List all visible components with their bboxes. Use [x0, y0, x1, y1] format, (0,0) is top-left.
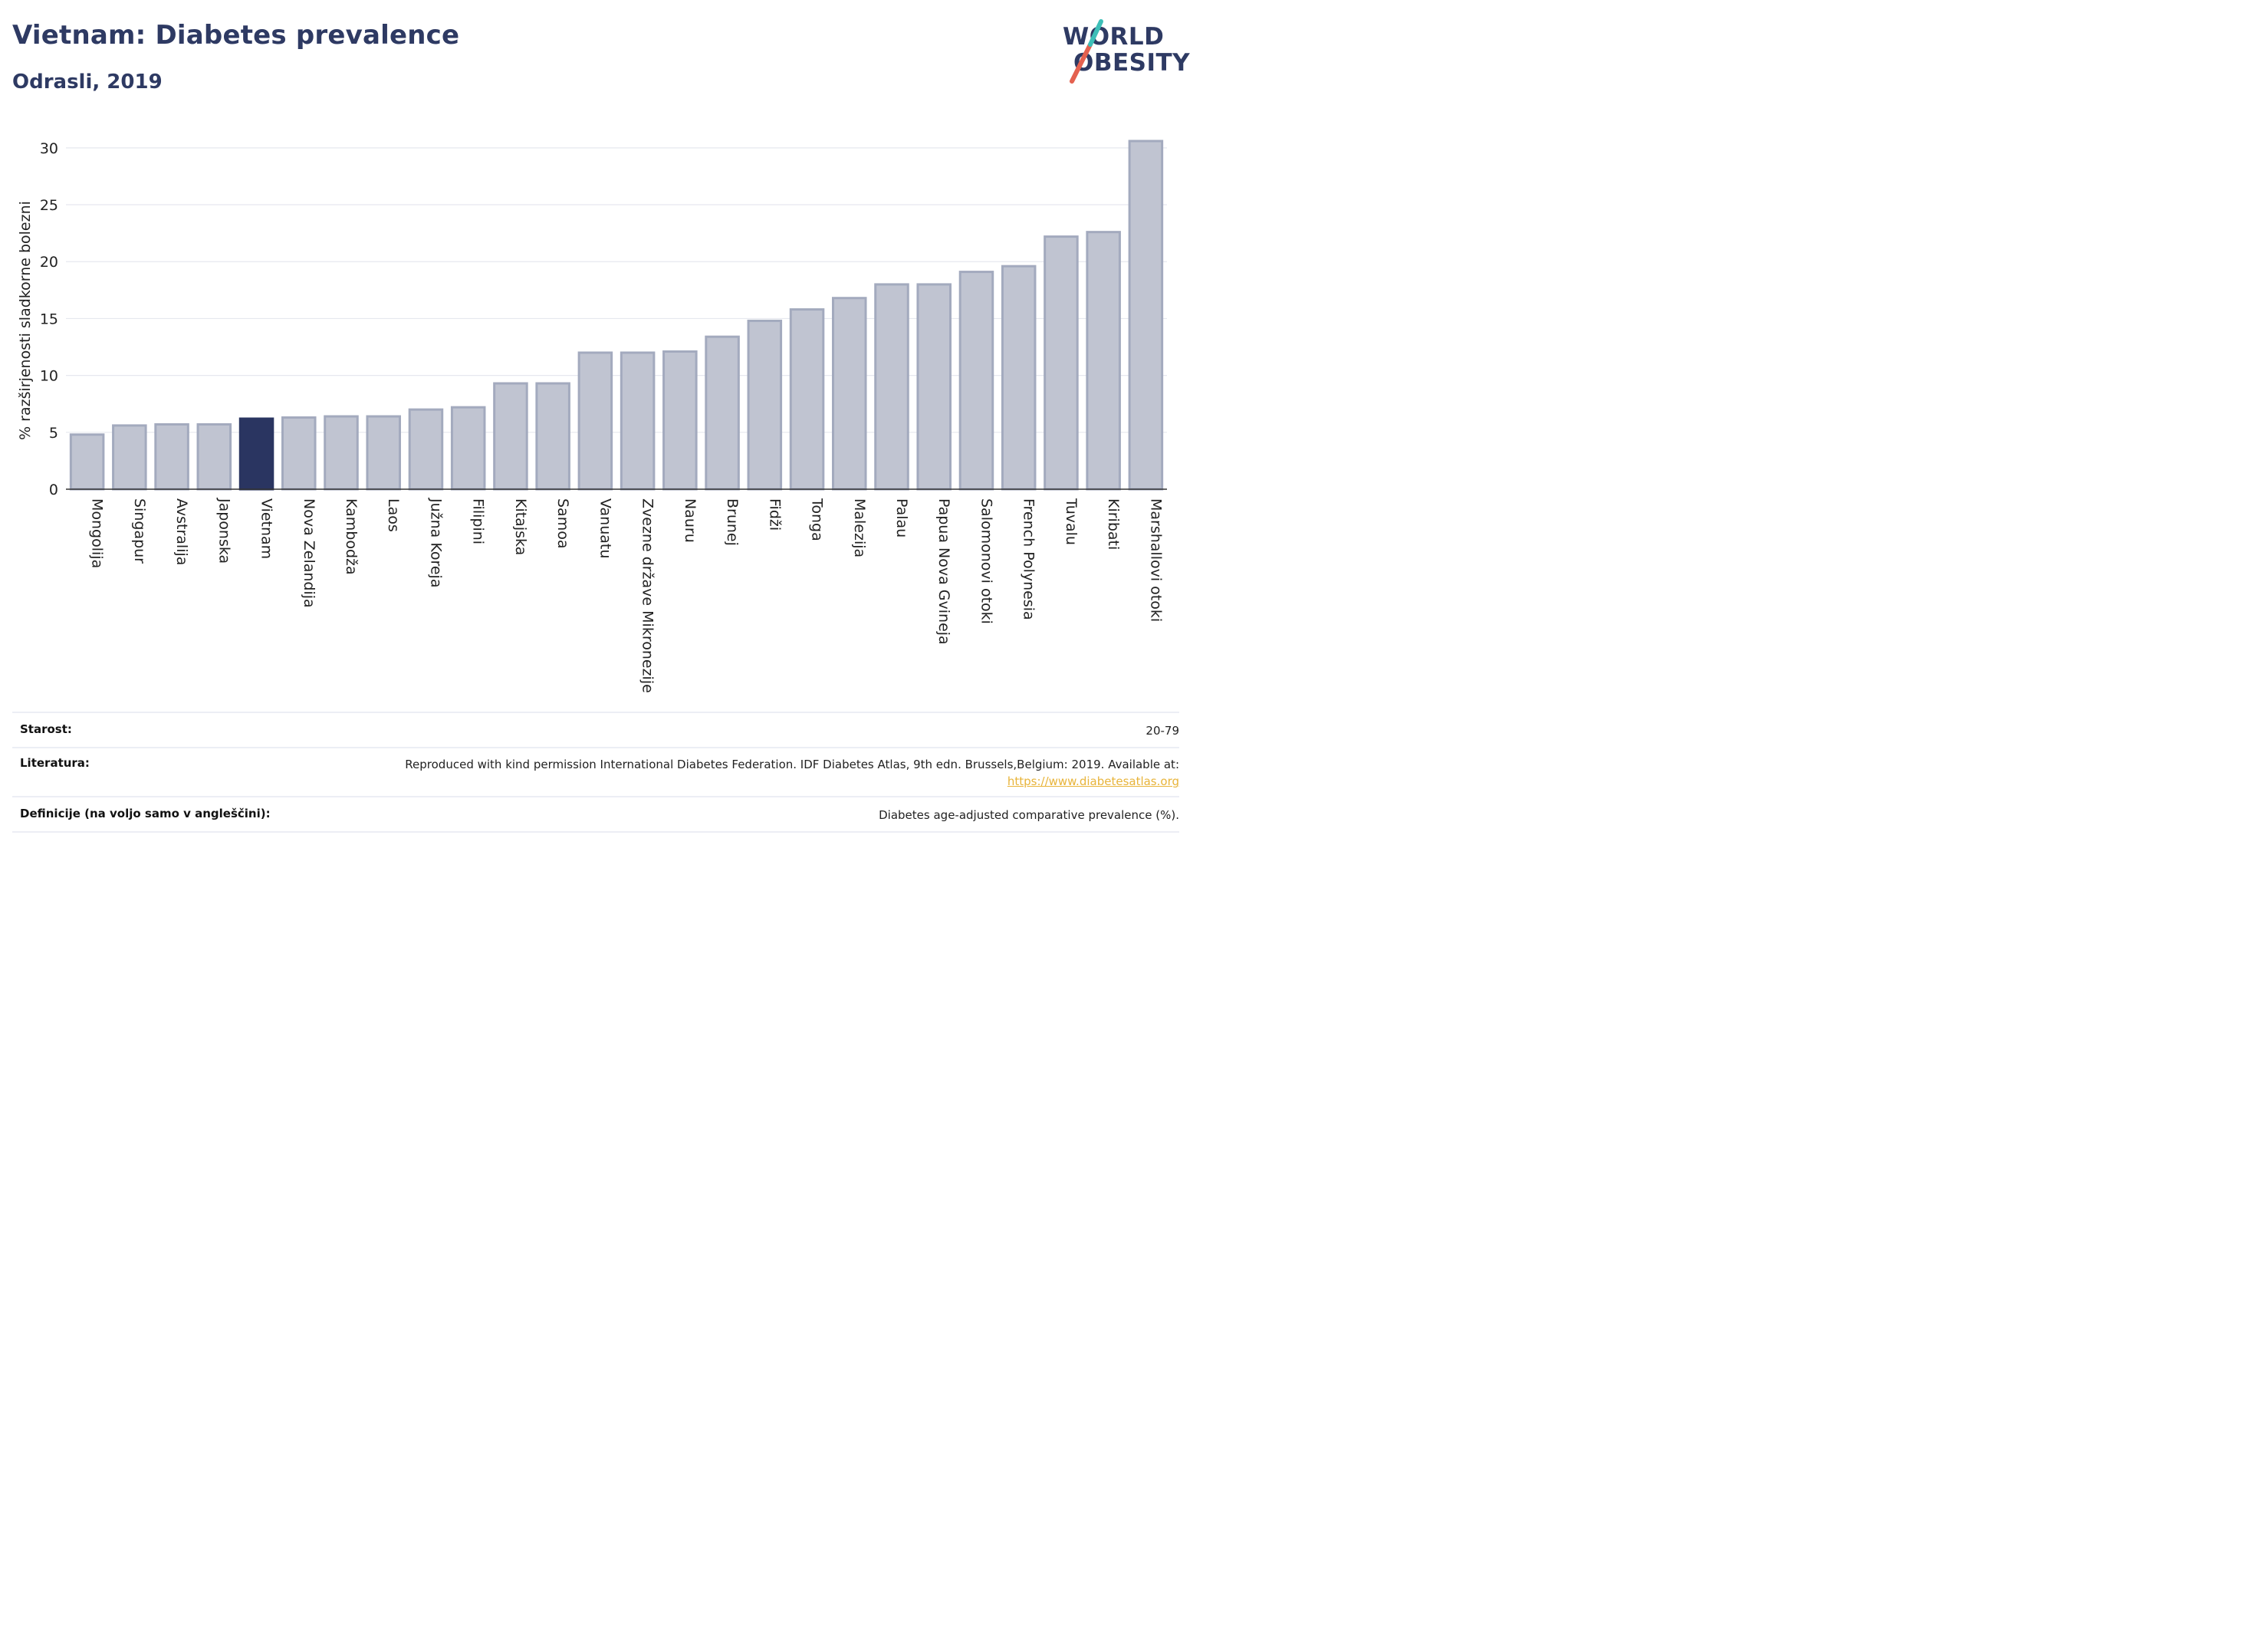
table-row-literature: Literatura: Reproduced with kind permiss…: [12, 756, 1179, 796]
x-tick-label: Brunej: [724, 498, 741, 546]
bar[interactable]: [281, 416, 317, 491]
x-tick-label: Nauru: [682, 498, 698, 543]
x-tick-label: Kiribati: [1105, 498, 1122, 550]
definitions-value: Diabetes age-adjusted comparative preval…: [879, 808, 1179, 822]
divider: [12, 796, 1179, 797]
bar[interactable]: [238, 417, 274, 491]
world-obesity-logo[interactable]: WORLD OBESITY: [1058, 14, 1190, 84]
x-tick-label: Vanuatu: [597, 498, 613, 558]
divider: [12, 831, 1179, 833]
x-tick-label: Mongolija: [89, 498, 106, 568]
y-tick-label: 25: [40, 197, 58, 214]
bar[interactable]: [408, 408, 444, 491]
x-tick-label: Nova Zelandija: [301, 498, 317, 608]
age-key: Starost:: [20, 722, 72, 736]
x-tick-label: Fidži: [766, 498, 783, 531]
x-tick-label: Vietnam: [258, 498, 275, 559]
table-row-age: Starost: 20-79: [12, 722, 1179, 742]
logo-word-obesity: OBESITY: [1073, 49, 1191, 77]
x-tick-label: Samoa: [554, 498, 571, 548]
chart-subtitle: Odrasli, 2019: [12, 71, 163, 94]
x-tick-label: Salomonovi otoki: [978, 498, 994, 624]
x-axis-ticks: Mongolija Singapur Avstralija Japonska Vietn…: [89, 498, 1165, 693]
bar[interactable]: [662, 350, 698, 491]
x-tick-label: Avstralija: [173, 498, 190, 565]
x-tick-label: Papua Nova Gvineja: [935, 498, 952, 645]
age-value: 20-79: [1146, 724, 1179, 738]
table-row-definitions: Definicije (na voljo samo v angleščini):…: [12, 807, 1179, 827]
bar[interactable]: [366, 415, 401, 491]
x-tick-label: Kitajska: [512, 498, 529, 555]
literature-key: Literatura:: [20, 756, 90, 770]
bar[interactable]: [874, 283, 909, 491]
x-tick-label: Zvezne države Mikronezije: [639, 498, 656, 693]
bar[interactable]: [832, 297, 867, 491]
x-tick-label: Japonska: [215, 498, 232, 564]
bar[interactable]: [1001, 265, 1037, 491]
logo-slash-icon: [1070, 19, 1103, 84]
bar[interactable]: [789, 308, 825, 491]
y-axis-ticks: 0 5 10 15 20 25 30: [40, 140, 58, 498]
y-tick-label: 30: [40, 140, 58, 157]
y-axis-label: % razširjenosti sladkorne bolezni: [17, 201, 34, 440]
bar[interactable]: [493, 382, 528, 491]
x-tick-label: Malezija: [851, 498, 868, 557]
bar[interactable]: [747, 319, 783, 491]
bar[interactable]: [1128, 140, 1164, 491]
chart-title: Vietnam: Diabetes prevalence: [12, 20, 460, 51]
bars: [69, 140, 1164, 491]
y-tick-label: 20: [40, 254, 58, 271]
x-tick-label: Laos: [385, 498, 402, 532]
bar[interactable]: [450, 406, 486, 491]
bar[interactable]: [620, 351, 656, 491]
literature-text: Reproduced with kind permission Internat…: [405, 758, 1179, 771]
definitions-key: Definicije (na voljo samo v angleščini):: [20, 807, 271, 820]
x-tick-label: Tuvalu: [1063, 498, 1080, 545]
x-tick-label: Južna Koreja: [427, 498, 444, 588]
bar[interactable]: [69, 433, 105, 491]
bar[interactable]: [577, 351, 613, 491]
diabetesatlas-link[interactable]: https://www.diabetesatlas.org: [1007, 774, 1179, 788]
x-tick-label: Palau: [893, 498, 910, 538]
x-tick-label: Kambodža: [343, 498, 360, 575]
bar[interactable]: [154, 422, 189, 491]
x-tick-label: Marshallovi otoki: [1147, 498, 1164, 622]
y-tick-label: 0: [49, 482, 58, 498]
y-tick-label: 5: [49, 425, 58, 442]
bar[interactable]: [112, 424, 147, 491]
divider: [12, 747, 1179, 748]
x-tick-label: French Polynesia: [1021, 498, 1037, 620]
bar[interactable]: [705, 335, 740, 491]
bar[interactable]: [916, 283, 952, 491]
bar[interactable]: [535, 382, 570, 491]
bar-chart: 0 5 10 15 20 25 30 % razširjenosti sladkorne b…: [17, 140, 1167, 693]
y-tick-label: 15: [40, 311, 58, 327]
y-tick-label: 10: [40, 368, 58, 385]
bar[interactable]: [196, 422, 232, 491]
literature-value: Reproduced with kind permission Internat…: [405, 756, 1179, 790]
bar[interactable]: [958, 271, 994, 491]
logo-word-world: WORLD: [1063, 23, 1165, 51]
x-tick-label: Tonga: [809, 498, 826, 541]
bar[interactable]: [324, 415, 359, 491]
bar[interactable]: [1044, 235, 1079, 491]
bar[interactable]: [1086, 231, 1121, 491]
x-tick-label: Filipini: [470, 498, 487, 544]
info-table: Starost: 20-79 Literatura: Reproduced wi…: [12, 712, 1179, 848]
x-tick-label: Singapur: [131, 498, 148, 564]
